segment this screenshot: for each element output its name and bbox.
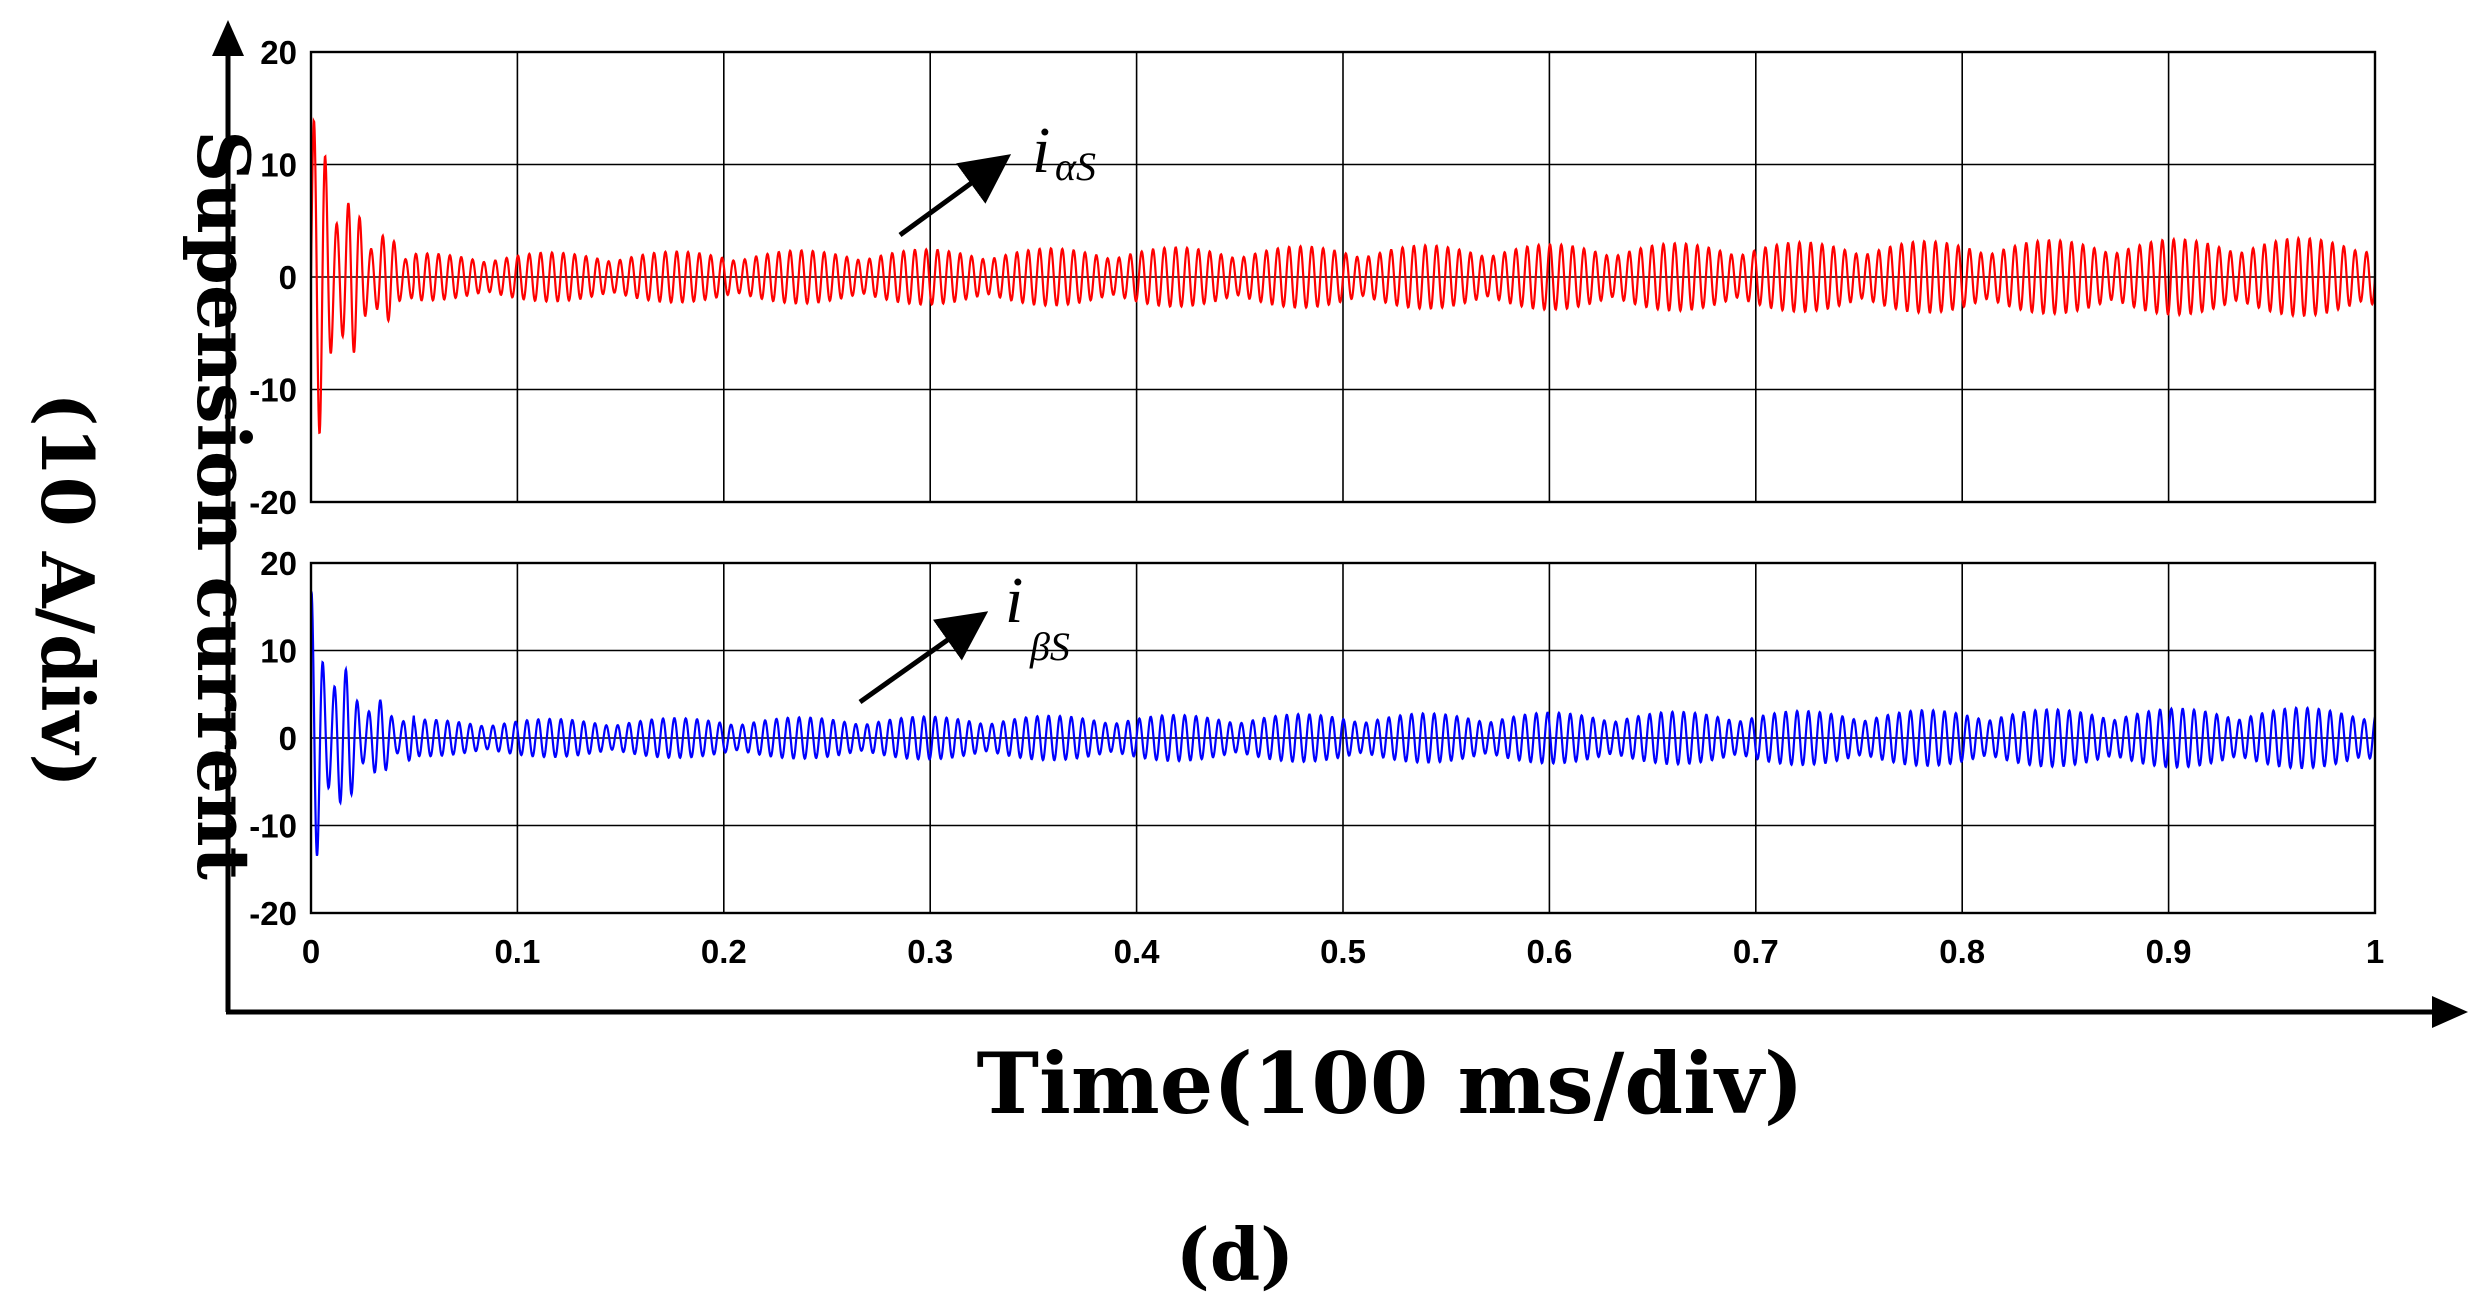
i-beta-s-trace xyxy=(311,591,2375,857)
top-panel-y-ticks: 20 10 0 -10 -20 xyxy=(249,34,297,521)
i-beta-s-arrow xyxy=(858,611,989,705)
x-tick-label: 0.2 xyxy=(701,933,747,970)
outer-y-arrowhead xyxy=(212,20,244,56)
x-tick-label: 0.5 xyxy=(1320,933,1366,970)
y-tick-label: 20 xyxy=(260,34,297,71)
x-axis-label: Time(100 ms/div) xyxy=(976,1034,1803,1133)
x-tick-label: 0.6 xyxy=(1526,933,1572,970)
y-tick-label: -20 xyxy=(249,895,297,932)
x-tick-label: 0.7 xyxy=(1733,933,1779,970)
i-beta-s-annotation: i βS xyxy=(858,564,1070,705)
y-tick-label: -20 xyxy=(249,484,297,521)
i-alpha-s-arrow xyxy=(898,154,1012,238)
i-alpha-s-subscript: αS xyxy=(1055,144,1096,189)
outer-x-arrowhead xyxy=(2432,996,2468,1028)
x-tick-label: 0.1 xyxy=(494,933,540,970)
x-tick-label: 0.4 xyxy=(1114,933,1161,970)
y-tick-label: 0 xyxy=(279,720,297,757)
x-tick-label: 1 xyxy=(2366,933,2384,970)
y-axis-label-line2: (10 A/div) xyxy=(25,392,110,787)
y-axis-label-line1: Supension current xyxy=(181,130,266,880)
y-tick-label: 10 xyxy=(260,633,297,670)
i-alpha-s-annotation: i αS xyxy=(898,114,1096,238)
figure-caption: (d) xyxy=(1176,1212,1294,1297)
x-tick-label: 0.9 xyxy=(2146,933,2192,970)
i-alpha-s-trace xyxy=(311,117,2375,435)
y-tick-label: 0 xyxy=(279,259,297,296)
x-tick-label: 0.3 xyxy=(907,933,953,970)
x-tick-label: 0.8 xyxy=(1939,933,1985,970)
bottom-panel-frame xyxy=(309,561,2377,915)
y-tick-label: -10 xyxy=(249,808,297,845)
top-panel-frame xyxy=(309,50,2377,504)
top-panel: 20 10 0 -10 -20 i αS xyxy=(249,34,2377,521)
bottom-panel: 20 10 0 -10 -20 0 0.1 0.2 0.3 0.4 0.5 0.6 0.7 0.8 0.9… xyxy=(249,545,2384,970)
y-tick-label: 10 xyxy=(260,147,297,184)
y-tick-label: -10 xyxy=(249,372,297,409)
x-ticks: 0 0.1 0.2 0.3 0.4 0.5 0.6 0.7 0.8 0.9 1 xyxy=(302,933,2384,970)
y-tick-label: 20 xyxy=(260,545,297,582)
x-tick-label: 0 xyxy=(302,933,320,970)
i-beta-s-symbol: i xyxy=(1005,564,1023,637)
i-alpha-s-symbol: i xyxy=(1032,114,1050,187)
i-beta-s-subscript: βS xyxy=(1029,624,1070,669)
bottom-panel-y-ticks: 20 10 0 -10 -20 xyxy=(249,545,297,932)
